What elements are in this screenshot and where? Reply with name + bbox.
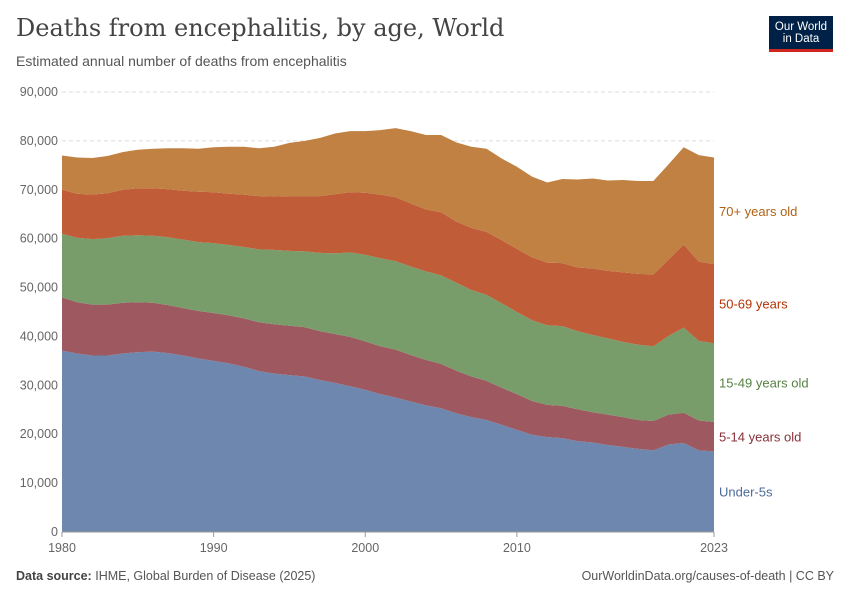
y-tick-label: 30,000	[20, 378, 58, 392]
y-tick-label: 10,000	[20, 476, 58, 490]
chart-title: Deaths from encephalitis, by age, World	[16, 14, 505, 42]
area-70-years-old	[62, 128, 714, 275]
y-tick-label: 0	[51, 525, 58, 539]
x-tick-label: 2000	[351, 541, 379, 555]
area-5-14-years-old	[62, 297, 714, 452]
y-tick-label: 20,000	[20, 427, 58, 441]
logo-text: Our World in Data	[774, 21, 828, 45]
owid-logo[interactable]: Our World in Data	[769, 16, 833, 52]
source-label: Data source:	[16, 569, 92, 583]
data-source: Data source: IHME, Global Burden of Dise…	[16, 569, 315, 583]
series-label: 5-14 years old	[719, 430, 801, 445]
chart-subtitle: Estimated annual number of deaths from e…	[16, 53, 347, 69]
y-tick-label: 80,000	[20, 134, 58, 148]
series-label: Under-5s	[719, 485, 773, 500]
y-tick-label: 50,000	[20, 281, 58, 295]
y-tick-label: 90,000	[20, 85, 58, 99]
area-under-5s	[62, 350, 714, 532]
series-label: 70+ years old	[719, 204, 797, 219]
y-tick-label: 60,000	[20, 232, 58, 246]
x-tick-label: 2023	[700, 541, 728, 555]
x-tick-label: 2010	[503, 541, 531, 555]
area-15-49-years-old	[62, 233, 714, 422]
area-50-69-years	[62, 188, 714, 347]
x-tick-label: 1990	[200, 541, 228, 555]
y-tick-label: 40,000	[20, 329, 58, 343]
y-tick-label: 70,000	[20, 183, 58, 197]
series-label: 15-49 years old	[719, 376, 809, 391]
credit-link[interactable]: OurWorldinData.org/causes-of-death | CC …	[581, 569, 834, 583]
source-text[interactable]: IHME, Global Burden of Disease (2025)	[95, 569, 316, 583]
series-label: 50-69 years	[719, 297, 788, 312]
x-tick-label: 1980	[48, 541, 76, 555]
